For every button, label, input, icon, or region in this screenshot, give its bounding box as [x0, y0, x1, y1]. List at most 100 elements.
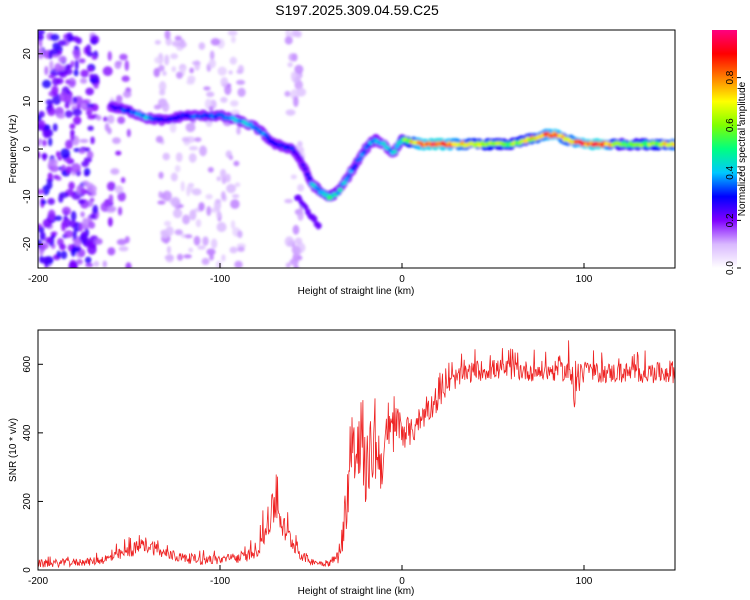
snr-y-tick-label: 600: [22, 356, 33, 373]
spectrogram-noise-blob: [38, 223, 42, 229]
spectrogram-noise-blob: [114, 185, 124, 194]
spectrogram-noise-blob: [90, 39, 98, 45]
spectrogram-ridge-core: [357, 156, 363, 162]
spectrogram-noise-blob: [38, 189, 45, 195]
spectrogram-noise-blob: [188, 247, 194, 253]
spectrogram-noise-blob: [73, 48, 81, 60]
colorbar-tick-label: 0.2: [725, 213, 736, 227]
spectrogram-noise-blob: [231, 194, 240, 199]
spectrogram-ridge-core: [394, 144, 400, 149]
spectrogram-noise-blob: [294, 64, 304, 74]
spectrogram-noise-blob: [87, 125, 94, 131]
spectrogram-noise-blob: [42, 218, 53, 228]
spectrogram-noise-blob: [216, 221, 227, 233]
spectrogram-noise-blob: [87, 66, 93, 73]
spectrogram-noise-blob: [38, 248, 44, 256]
spectrogram-noise-blob: [42, 127, 51, 139]
spectrogram-x-tick-label: -200: [28, 274, 48, 285]
spectrogram-noise-blob: [41, 199, 47, 205]
spectrogram-noise-blob: [191, 60, 201, 66]
spectrogram-noise-blob: [230, 100, 239, 107]
spectrogram-noise-blob: [297, 140, 303, 148]
spectrogram-noise-blob: [70, 163, 81, 173]
spectrogram-noise-blob: [194, 137, 202, 142]
spectrogram-ridge-core: [346, 173, 352, 179]
spectrogram-y-tick-label: 10: [22, 95, 33, 107]
spectrogram-noise-blob: [166, 245, 171, 254]
spectrogram-noise-blob: [154, 56, 162, 64]
spectrogram-noise-blob: [188, 184, 194, 193]
spectrogram-ridge-core: [381, 141, 387, 146]
spectrogram-noise-blob: [69, 80, 76, 86]
spectrogram-noise-blob: [125, 262, 132, 268]
spectrogram-noise-blob: [181, 136, 190, 143]
spectrogram-noise-blob: [63, 67, 73, 76]
spectrogram-noise-blob: [285, 30, 291, 38]
spectrogram-noise-blob: [65, 139, 73, 149]
spectrogram-noise-blob: [47, 198, 55, 205]
snr-x-label: Height of straight line (km): [298, 586, 415, 597]
spectrogram-noise-blob: [107, 127, 112, 135]
spectrogram-noise-blob: [107, 247, 116, 256]
spectrogram-noise-blob: [50, 48, 59, 55]
snr-x-tick-label: 100: [576, 576, 593, 587]
spectrogram-noise-blob: [48, 158, 58, 167]
spectrogram-noise-blob: [106, 205, 117, 212]
spectrogram-noise-blob: [284, 36, 293, 45]
spectrogram-noise-blob: [65, 166, 73, 174]
spectrogram-noise-blob: [124, 60, 130, 72]
spectrogram-ridge-core: [671, 142, 675, 147]
spectrogram-y-axis: -20 -10 0 10 20: [22, 48, 43, 251]
spectrogram-noise-blob: [46, 180, 53, 190]
spectrogram-noise-blob: [41, 256, 51, 265]
snr-y-label: SNR (10 * v/v): [8, 418, 19, 482]
colorbar-label: Normalized spectral amplitude: [737, 81, 748, 216]
spectrogram-noise-blob: [72, 35, 79, 42]
spectrogram-noise-blob: [120, 177, 126, 184]
spectrogram-ridge-core: [392, 149, 398, 154]
spectrogram-noise-blob: [74, 59, 79, 70]
spectrogram-noise-blob: [231, 36, 236, 44]
spectrogram-noise-blob: [54, 63, 62, 73]
spectrogram-noise-blob: [72, 229, 77, 240]
spectrogram-y-tick-label: -10: [22, 189, 33, 204]
spectrogram-noise-blob: [114, 60, 122, 70]
spectrogram-noise-blob: [284, 198, 293, 204]
spectrogram-noise-blob: [172, 208, 183, 219]
snr-series-line: [38, 340, 675, 569]
spectrogram-noise-blob: [220, 96, 228, 103]
spectrogram-noise-blob: [236, 79, 246, 85]
spectrogram-noise-blob: [77, 198, 86, 205]
colorbar-ticks: 0.0 0.2 0.4 0.6 0.8: [725, 70, 741, 275]
spectrogram-noise-blob: [206, 248, 216, 256]
snr-y-tick-label: 0: [22, 567, 33, 573]
spectrogram-noise-blob: [60, 148, 71, 159]
spectrogram-noise-blob: [182, 214, 191, 225]
spectrogram-noise-blob: [78, 222, 84, 232]
spectrogram-x-tick-label: 0: [399, 274, 405, 285]
spectrogram-noise-blob: [86, 106, 93, 118]
spectrogram-x-label: Height of straight line (km): [298, 286, 415, 297]
spectrogram-noise-blob: [205, 194, 213, 200]
spectrogram-noise-blob: [195, 219, 202, 228]
spectrogram-noise-blob: [221, 254, 226, 262]
spectrogram-noise-blob: [38, 141, 42, 147]
spectrogram-noise-blob: [58, 194, 64, 203]
spectrogram-noise-blob: [48, 49, 53, 60]
spectrogram-noise-blob: [95, 115, 102, 121]
spectrogram-noise-blob: [228, 70, 233, 75]
spectrogram-noise-blob: [216, 176, 222, 182]
spectrogram-noise-blob: [208, 58, 216, 69]
spectrogram-noise-blob: [102, 66, 113, 76]
spectrogram-noise-blob: [80, 233, 85, 242]
spectrogram-noise-blob: [154, 39, 161, 45]
spectrogram-noise-blob: [185, 122, 196, 133]
spectrogram-noise-blob: [84, 256, 92, 264]
snr-x-tick-label: -200: [28, 576, 48, 587]
spectrogram-noise-blob: [45, 237, 52, 244]
spectrogram-noise-blob: [153, 104, 162, 110]
spectrogram-noise-blob: [170, 53, 179, 60]
spectrogram-noise-blob: [234, 182, 241, 188]
